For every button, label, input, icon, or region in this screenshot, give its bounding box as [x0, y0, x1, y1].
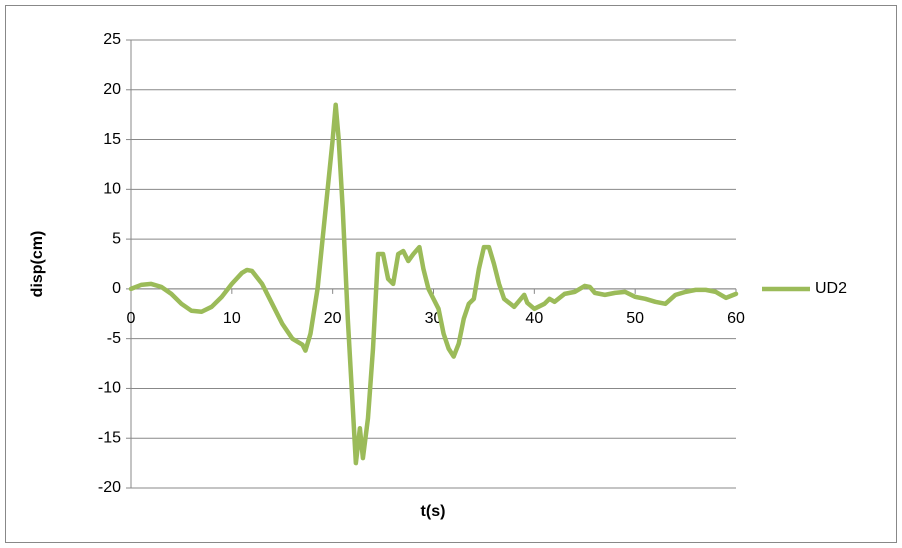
y-tick-label: -20 — [98, 479, 121, 496]
x-tick-label: 20 — [324, 310, 342, 327]
y-tick-label: 20 — [103, 81, 121, 98]
x-tick-label: 50 — [626, 310, 644, 327]
y-tick-label: 15 — [103, 131, 121, 148]
y-tick-label: 10 — [103, 181, 121, 198]
y-tick-label: -15 — [98, 429, 121, 446]
chart-border — [5, 5, 897, 543]
y-tick-label: 0 — [112, 280, 121, 297]
y-tick-label: -5 — [107, 330, 121, 347]
legend-label: UD2 — [815, 280, 847, 297]
x-axis-label: t(s) — [421, 503, 446, 520]
y-axis-label: disp(cm) — [29, 231, 46, 298]
y-tick-label: -10 — [98, 380, 121, 397]
x-tick-label: 10 — [223, 310, 241, 327]
x-tick-label: 0 — [127, 310, 136, 327]
data-line — [128, 102, 739, 466]
x-tick-label: 60 — [727, 310, 745, 327]
y-tick-label: 5 — [112, 230, 121, 247]
y-tick-label: 25 — [103, 31, 121, 48]
x-tick-label: 40 — [525, 310, 543, 327]
